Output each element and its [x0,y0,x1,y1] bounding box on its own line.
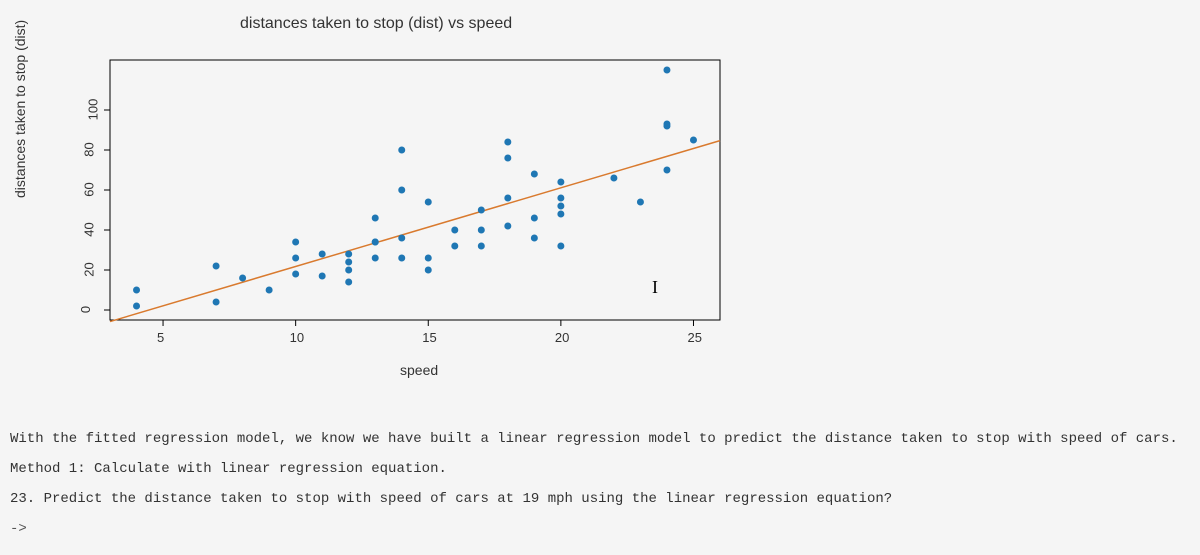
x-tick-label: 5 [157,330,164,345]
text-line-3: 23. Predict the distance taken to stop w… [10,485,1190,513]
y-axis-label: distances taken to stop (dist) [12,20,28,198]
chart-title: distances taken to stop (dist) vs speed [240,15,512,33]
x-tick-label: 25 [687,330,701,345]
scatter-chart-container: distances taken to stop (dist) vs speed … [30,10,730,390]
prompt-arrow: -> [10,515,1190,543]
y-tick-label: 0 [78,306,93,313]
y-tick-label: 20 [82,262,97,276]
scatter-plot-svg [90,50,740,350]
text-line-1: With the fitted regression model, we kno… [10,425,1190,453]
text-cursor-icon: I [652,277,658,298]
x-tick-label: 10 [290,330,304,345]
y-tick-label: 60 [82,182,97,196]
text-line-2: Method 1: Calculate with linear regressi… [10,455,1190,483]
x-axis-label: speed [400,362,438,378]
question-text-block: With the fitted regression model, we kno… [10,425,1190,545]
x-tick-label: 20 [555,330,569,345]
x-tick-label: 15 [422,330,436,345]
y-tick-label: 40 [82,222,97,236]
y-tick-label: 100 [85,99,100,121]
y-tick-label: 80 [82,142,97,156]
